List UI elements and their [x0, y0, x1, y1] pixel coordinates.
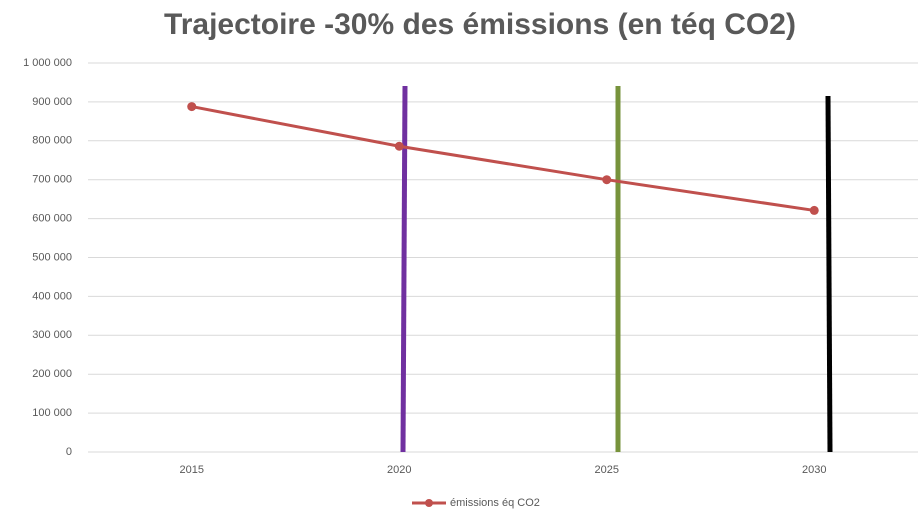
series-line [191, 105, 815, 212]
reference-line [400, 85, 408, 453]
y-tick-label: 600 000 [32, 213, 72, 225]
y-tick-label: 300 000 [32, 329, 72, 341]
point [187, 102, 197, 112]
legend-marker [425, 499, 433, 507]
y-tick-label: 500 000 [32, 251, 72, 263]
reference-line [825, 95, 833, 453]
x-tick-label: 2020 [387, 464, 411, 476]
y-tick-label: 0 [66, 446, 72, 458]
y-tick-label: 100 000 [32, 407, 72, 419]
y-tick-label: 1 000 000 [23, 57, 72, 69]
point [394, 141, 404, 151]
legend-label: émissions éq CO2 [450, 497, 540, 509]
x-tick-label: 2015 [180, 464, 204, 476]
point [602, 175, 612, 185]
y-tick-label: 900 000 [32, 96, 72, 108]
y-tick-label: 200 000 [32, 368, 72, 380]
y-tick-label: 700 000 [32, 174, 72, 186]
x-tick-label: 2025 [595, 464, 619, 476]
y-tick-label: 400 000 [32, 290, 72, 302]
point [809, 205, 819, 215]
x-tick-label: 2030 [802, 464, 826, 476]
chart-title: Trajectoire -30% des émissions (en téq C… [164, 8, 796, 41]
y-tick-label: 800 000 [32, 135, 72, 147]
